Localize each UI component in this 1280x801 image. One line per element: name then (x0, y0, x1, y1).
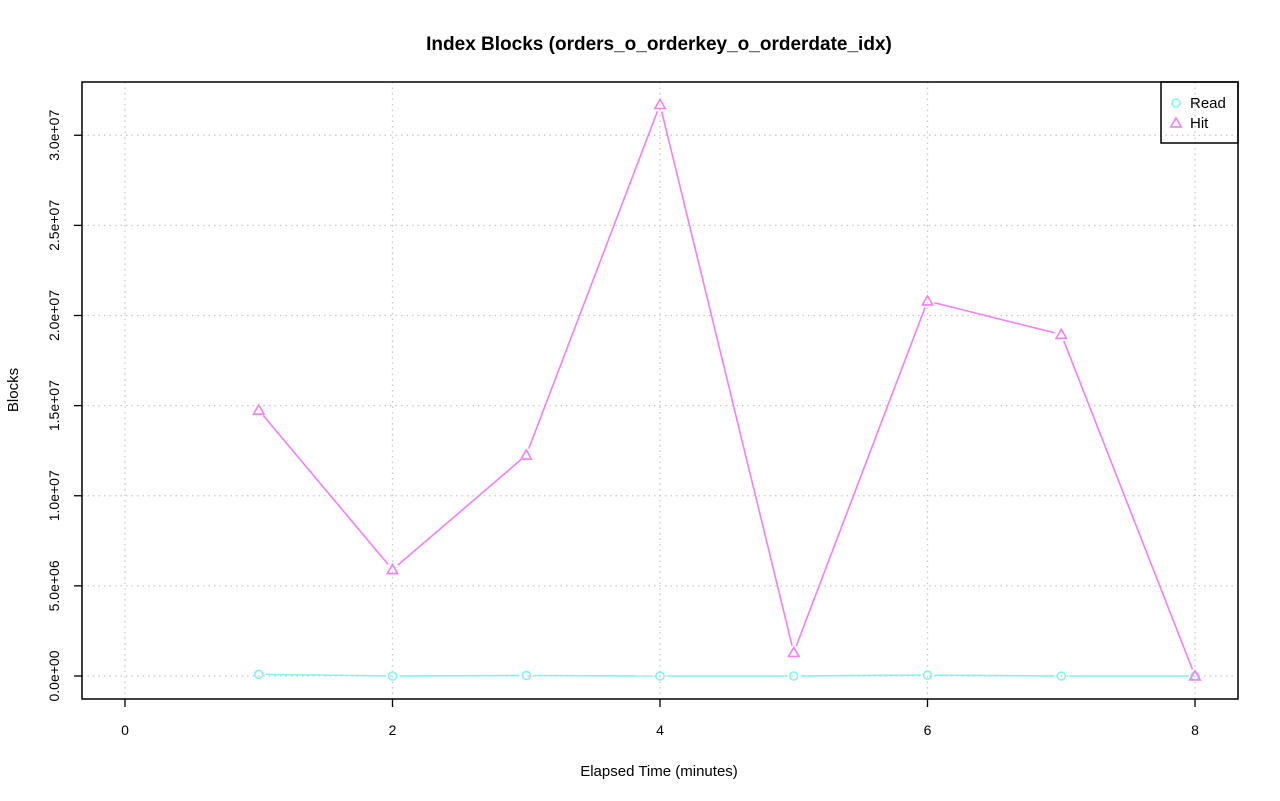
series-hit-point (1188, 669, 1202, 681)
series-read-segment (934, 674, 1055, 677)
series-read-point (1056, 671, 1067, 681)
series-hit-segment (1063, 340, 1194, 670)
x-tick-label: 0 (121, 722, 129, 738)
series-hit-point (653, 97, 667, 110)
x-axis-label: Elapsed Time (minutes) (580, 763, 738, 780)
y-tick-label: 2.5e+07 (46, 200, 62, 251)
series-hit-segment (262, 414, 389, 565)
series-read-point (788, 671, 799, 681)
y-tick-label: 0.0e+00 (46, 650, 62, 701)
chart-title: Index Blocks (orders_o_orderkey_o_orderd… (426, 34, 892, 55)
series-read-point (521, 670, 532, 681)
series-read (253, 669, 1200, 681)
legend-marker-read (1171, 98, 1181, 108)
series-hit-segment (397, 459, 522, 566)
series-read-point (655, 671, 665, 681)
series-hit-segment (660, 111, 793, 646)
series-hit-segment (527, 110, 659, 449)
series-hit-point (385, 562, 400, 575)
legend-box (1160, 81, 1239, 144)
series-read-segment (800, 674, 921, 677)
x-tick-label: 8 (1191, 722, 1199, 738)
x-tick-label: 2 (389, 722, 397, 738)
series-read-point (922, 670, 933, 680)
series-hit-segment (934, 301, 1055, 334)
series-read-segment (265, 673, 386, 677)
series-layer (252, 97, 1202, 681)
x-tick-label: 4 (656, 722, 664, 738)
series-hit-point (787, 645, 801, 658)
y-tick-label: 3.0e+07 (46, 110, 62, 161)
series-read-point (387, 671, 398, 681)
y-tick-label: 1.0e+07 (46, 470, 62, 521)
legend-label-read: Read (1190, 95, 1226, 112)
series-hit (252, 97, 1202, 681)
series-hit-point (252, 403, 266, 415)
series-read-point (253, 669, 264, 680)
series-hit-point (519, 448, 533, 460)
y-axis-label: Blocks (5, 368, 22, 412)
x-tick-label: 6 (924, 722, 932, 738)
y-tick-label: 5.0e+06 (46, 560, 62, 611)
legend-marker-hit (1169, 116, 1183, 128)
y-tick-label: 2.0e+07 (46, 290, 62, 341)
x-axis: 0 2 4 6 8 (121, 699, 1199, 738)
series-hit-point (1054, 327, 1068, 340)
y-tick-label: 1.5e+07 (46, 380, 62, 431)
series-hit-segment (795, 307, 926, 647)
legend-label-hit: Hit (1190, 115, 1209, 132)
y-axis: 0.0e+00 5.0e+06 1.0e+07 1.5e+07 2.0e+07 2.5e+… (46, 110, 82, 702)
legend: Read Hit (1160, 81, 1239, 144)
grid-lines (82, 82, 1238, 699)
series-hit-point (920, 294, 935, 306)
